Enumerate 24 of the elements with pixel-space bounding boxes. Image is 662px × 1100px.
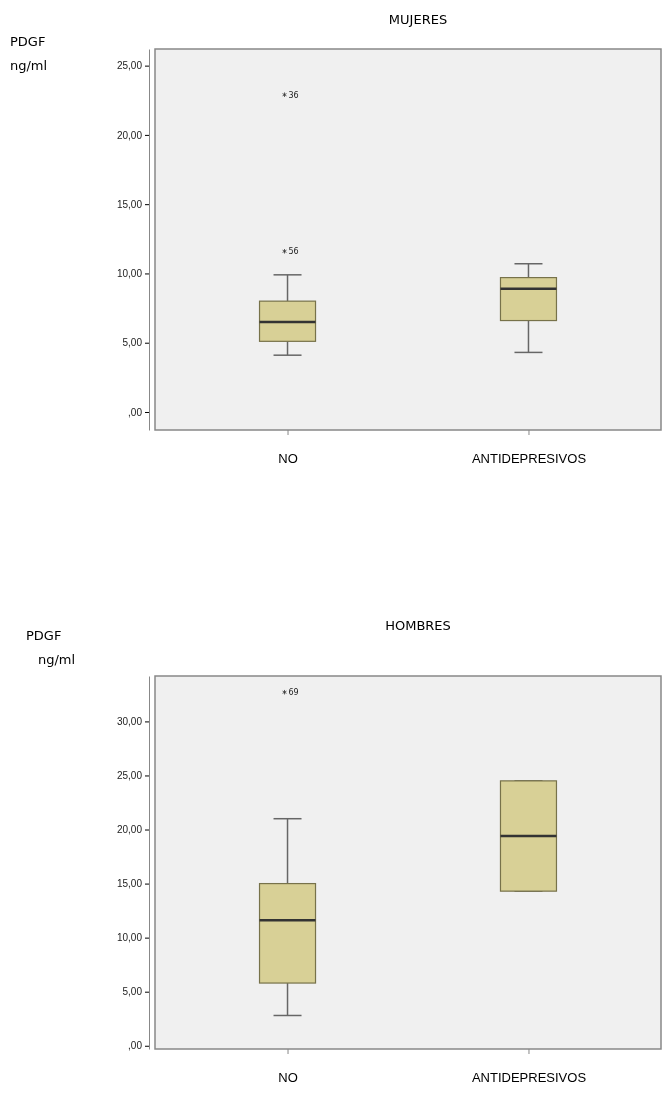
y-tick-label: 25,00 xyxy=(116,60,143,72)
y-tick-label: 10,00 xyxy=(116,932,143,944)
y-tick-label: ,00 xyxy=(128,406,143,418)
y-tick-label: 20,00 xyxy=(116,824,143,836)
chart-title: MUJERES xyxy=(388,12,448,27)
y-tick-label: 15,00 xyxy=(116,198,143,210)
y-tick-label: 15,00 xyxy=(116,878,143,890)
y-tick-label: 30,00 xyxy=(116,716,143,728)
y-tick-label: 5,00 xyxy=(122,337,143,349)
chart-title: HOMBRES xyxy=(385,618,451,633)
y-axis-title: PDGF ng/ml xyxy=(10,34,48,73)
y-tick-label: 20,00 xyxy=(116,129,143,141)
annotation: 56 xyxy=(288,247,299,257)
x-tick-label: NO xyxy=(278,450,298,466)
x-tick-label: ANTIDEPRESIVOS xyxy=(471,450,587,466)
x-tick-label: ANTIDEPRESIVOS xyxy=(471,1069,587,1085)
y-tick-label: 10,00 xyxy=(116,268,143,280)
y-tick-label: 5,00 xyxy=(122,986,143,998)
y-tick-label: 25,00 xyxy=(116,770,143,782)
y-tick-label: ,00 xyxy=(128,1040,143,1052)
y-axis-title: PDGF ng/ml xyxy=(26,628,76,667)
annotation: 69 xyxy=(288,688,299,698)
annotation: 36 xyxy=(288,90,299,100)
x-tick-label: NO xyxy=(278,1069,298,1085)
